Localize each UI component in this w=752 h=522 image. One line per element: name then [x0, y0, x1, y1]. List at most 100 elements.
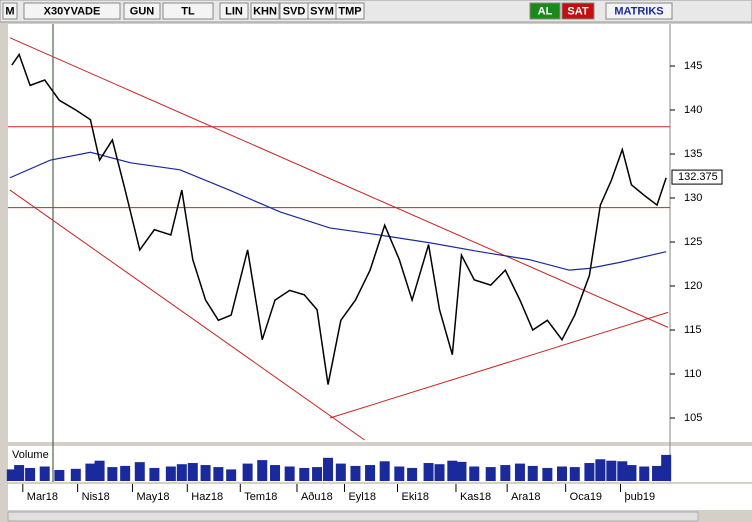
volume-bar [394, 466, 405, 481]
volume-bar [626, 465, 637, 481]
x-tick-label: Haz18 [191, 491, 223, 503]
toolbar-button[interactable] [605, 2, 673, 20]
toolbar-label[interactable]: SAT [567, 5, 588, 17]
toolbar-label[interactable]: SYM [310, 5, 334, 17]
volume-bar [107, 467, 118, 481]
toolbar-label[interactable]: MATRIKS [614, 5, 663, 17]
volume-bar [120, 465, 131, 481]
y-tick-label: 135 [684, 148, 702, 160]
volume-bar [176, 464, 187, 481]
last-price-box [671, 169, 723, 185]
toolbar-label[interactable]: SVD [283, 5, 306, 17]
toolbar-button[interactable] [162, 2, 214, 20]
volume-bar [323, 457, 334, 481]
volume-bar [434, 464, 445, 481]
volume-bar [584, 463, 595, 481]
x-tick-label: Eyl18 [348, 491, 376, 503]
volume-bar [70, 468, 81, 481]
toolbar-button[interactable] [529, 2, 561, 20]
toolbar-button[interactable] [561, 2, 595, 20]
volume-bar [639, 466, 650, 481]
y-tick-label: 130 [684, 192, 702, 204]
volume-bar [606, 460, 617, 481]
volume-bar [134, 462, 145, 481]
volume-bar [379, 461, 390, 481]
volume-bar [569, 467, 580, 481]
toolbar-button[interactable] [123, 2, 161, 20]
volume-label: Volume [12, 449, 49, 461]
x-tick-label: þub19 [624, 491, 655, 503]
toolbar-label[interactable]: TMP [338, 5, 361, 17]
volume-bar [350, 465, 361, 481]
toolbar-label[interactable]: AL [538, 5, 553, 17]
toolbar-button[interactable] [2, 2, 18, 20]
toolbar-button[interactable] [250, 2, 280, 20]
y-tick-label: 145 [684, 60, 702, 72]
volume-bar [335, 463, 346, 481]
price-line [11, 52, 667, 385]
volume-bar [257, 460, 268, 481]
volume-bar [617, 461, 628, 481]
toolbar-label[interactable]: GUN [130, 5, 155, 17]
volume-bar [284, 466, 295, 481]
x-tick-label: Aðu18 [301, 491, 333, 503]
volume-bar [242, 463, 253, 481]
volume-bar [187, 463, 198, 481]
toolbar-label[interactable]: KHN [253, 5, 277, 17]
volume-bar [299, 467, 310, 481]
trend-line [9, 37, 669, 328]
x-tick-label: May18 [136, 491, 169, 503]
x-tick-label: Nis18 [82, 491, 110, 503]
volume-bar [213, 467, 224, 481]
volume-bar [527, 465, 538, 481]
toolbar-button[interactable] [23, 2, 121, 20]
price-panel [8, 24, 752, 442]
x-tick-label: Eki18 [401, 491, 429, 503]
volume-bar [456, 461, 467, 481]
y-tick-label: 105 [684, 412, 702, 424]
last-price-label: 132.375 [678, 171, 718, 183]
toolbar-button[interactable] [219, 2, 249, 20]
volume-bar [270, 465, 281, 481]
x-tick-label: Ara18 [511, 491, 540, 503]
volume-bar [200, 465, 211, 481]
x-tick-label: Oca19 [570, 491, 602, 503]
volume-bar [312, 467, 323, 481]
y-tick-label: 125 [684, 236, 702, 248]
volume-bar [226, 469, 237, 481]
volume-bar [469, 466, 480, 481]
toolbar-label[interactable]: M [5, 5, 14, 17]
volume-bar [514, 463, 525, 481]
volume-bar [407, 467, 418, 481]
volume-bar [25, 467, 36, 481]
toolbar-label[interactable]: LIN [225, 5, 243, 17]
volume-bar [54, 469, 65, 481]
volume-bar [39, 466, 50, 481]
x-tick-label: Kas18 [460, 491, 491, 503]
y-tick-label: 120 [684, 280, 702, 292]
toolbar-label[interactable]: X30YVADE [44, 5, 101, 17]
volume-bar [14, 465, 25, 481]
x-tick-label: Tem18 [244, 491, 277, 503]
volume-bar [500, 465, 511, 481]
volume-bar [652, 465, 663, 481]
volume-bar [556, 466, 567, 481]
scrollbar[interactable] [7, 511, 699, 522]
toolbar-label[interactable]: TL [181, 5, 195, 17]
volume-bar [94, 460, 105, 481]
y-tick-label: 115 [684, 324, 702, 336]
trend-line [9, 189, 365, 441]
x-tick-label: Mar18 [27, 491, 58, 503]
volume-bar [661, 454, 672, 481]
toolbar-button[interactable] [335, 2, 365, 20]
volume-bar [423, 463, 434, 481]
trend-line [329, 311, 669, 419]
volume-bar [485, 467, 496, 481]
volume-bar [365, 465, 376, 481]
moving-average [9, 151, 667, 271]
y-tick-label: 110 [684, 368, 702, 380]
volume-bar [85, 463, 96, 481]
y-tick-label: 140 [684, 104, 702, 116]
volume-bar [447, 460, 458, 481]
